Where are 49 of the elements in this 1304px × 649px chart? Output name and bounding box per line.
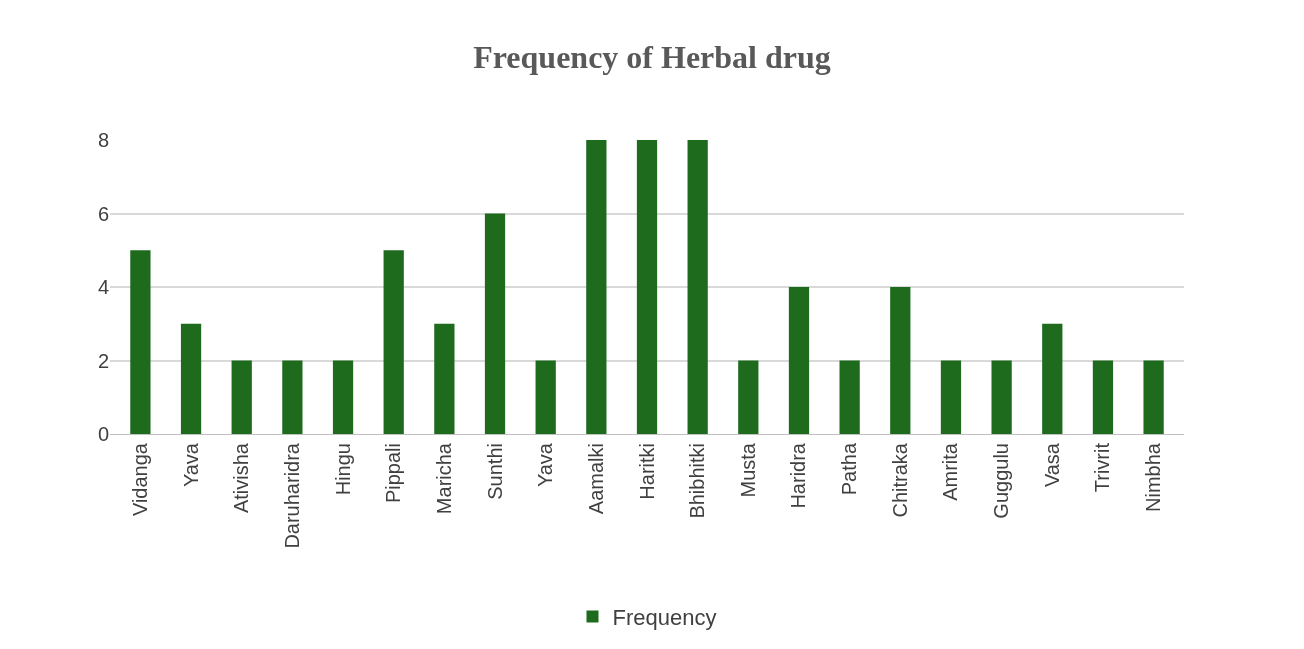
bar [180,323,202,434]
x-tick-label: Haridra [787,442,810,509]
bar [332,360,354,434]
y-tick-label: 4 [97,276,109,298]
y-tick-label: 0 [97,423,109,445]
bar [1042,323,1063,434]
bar [282,360,303,434]
x-tick-label: Daruharidra [280,442,303,549]
x-tick-label: Vidanga [128,442,151,517]
x-tick-label: Musta [736,442,759,498]
bar [940,360,962,434]
bar [231,360,252,434]
x-tick-label: Trivrit [1091,442,1114,493]
y-tick-label: 2 [97,349,109,372]
bar [839,360,860,434]
chart-title: Frequency of Herbal drug [473,38,831,75]
bar [586,140,607,434]
x-tick-label: Haritki [635,443,658,500]
y-tick-label: 8 [97,129,109,151]
x-tick-label: Yava [534,442,557,488]
x-tick-label: Yava [179,442,202,488]
bar [636,140,658,434]
x-tick-label: Bhibhitki [686,443,709,519]
x-tick-label: Hingu [331,443,354,496]
bar [130,250,151,434]
bar [535,360,556,434]
bar [434,323,455,434]
bar [788,287,810,434]
x-tick-label: Chitraka [888,442,911,518]
bar [687,140,708,434]
bar [890,287,911,434]
bar [991,360,1012,434]
x-tick-label: Pippali [382,443,405,504]
y-tick-label: 6 [97,202,109,225]
x-tick-label: Nimbha [1142,442,1165,512]
legend-label: Frequency [612,605,717,631]
bar [383,250,404,434]
bar [1143,360,1164,434]
x-tick-label: Vasa [1040,442,1063,488]
x-tick-label: Sunthi [483,443,506,500]
x-tick-label: Aamalki [584,443,607,515]
x-tick-label: Patha [838,442,861,496]
bar [738,360,759,434]
bar [1092,360,1114,434]
x-tick-label: Guggulu [990,443,1013,519]
x-tick-label: Maricha [432,442,455,515]
x-tick-label: Amrita [939,442,962,501]
bar [484,213,506,434]
x-tick-label: Ativisha [230,442,253,514]
